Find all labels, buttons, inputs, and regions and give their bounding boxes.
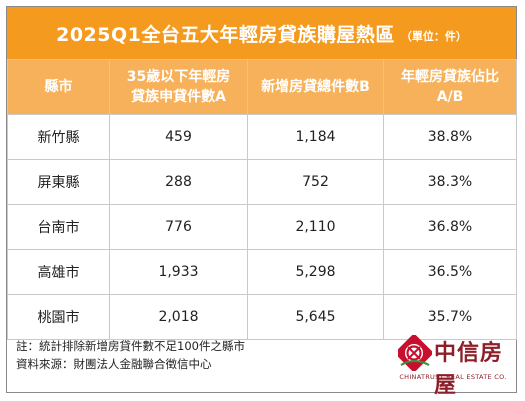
- cell-total-loans: 2,110: [247, 204, 384, 250]
- company-logo: 中信房屋 CHINATRUST REAL ESTATE CO.: [398, 333, 508, 398]
- footnotes: 註：統計排除新增房貸件數不足100件之縣市 資料來源：財團法人金融聯合徵信中心: [16, 337, 245, 373]
- cell-young-loans: 776: [109, 204, 248, 250]
- cell-young-loans: 459: [109, 114, 248, 160]
- header-total-loans: 新增房貸總件數B: [247, 59, 384, 115]
- header-row: 縣市 35歲以下年輕房 貸族申貸件數A 新增房貸總件數B 年輕房貸族佔比 A/B: [7, 59, 517, 115]
- table-row: 桃園市 2,018 5,645 35.7%: [7, 294, 517, 340]
- cell-total-loans: 1,184: [247, 114, 384, 160]
- cell-ratio: 35.7%: [383, 294, 517, 340]
- title-bar: 2025Q1全台五大年輕房貸族購屋熱區 （單位：件）: [7, 7, 516, 59]
- table-row: 高雄市 1,933 5,298 36.5%: [7, 249, 517, 295]
- exclusion-note: 註：統計排除新增房貸件數不足100件之縣市: [16, 339, 245, 353]
- cell-total-loans: 752: [247, 159, 384, 205]
- cell-county: 屏東縣: [7, 159, 110, 205]
- table-row: 台南市 776 2,110 36.8%: [7, 204, 517, 250]
- table-row: 新竹縣 459 1,184 38.8%: [7, 114, 517, 160]
- cell-ratio: 36.5%: [383, 249, 517, 295]
- data-table: 縣市 35歲以下年輕房 貸族申貸件數A 新增房貸總件數B 年輕房貸族佔比 A/B…: [7, 59, 517, 340]
- header-young-loans: 35歲以下年輕房 貸族申貸件數A: [109, 59, 248, 115]
- cell-young-loans: 288: [109, 159, 248, 205]
- table-row: 屏東縣 288 752 38.3%: [7, 159, 517, 205]
- cell-county: 桃園市: [7, 294, 110, 340]
- page-title: 2025Q1全台五大年輕房貸族購屋熱區: [56, 23, 395, 46]
- cell-county: 台南市: [7, 204, 110, 250]
- chinatrust-logo-icon: [398, 335, 432, 371]
- cell-total-loans: 5,298: [247, 249, 384, 295]
- cell-young-loans: 2,018: [109, 294, 248, 340]
- cell-ratio: 38.3%: [383, 159, 517, 205]
- cell-ratio: 38.8%: [383, 114, 517, 160]
- logo-subtitle: CHINATRUST REAL ESTATE CO.: [399, 373, 507, 381]
- logo-name: 中信房屋: [434, 341, 504, 398]
- cell-total-loans: 5,645: [247, 294, 384, 340]
- cell-ratio: 36.8%: [383, 204, 517, 250]
- header-ratio: 年輕房貸族佔比 A/B: [383, 59, 517, 115]
- cell-young-loans: 1,933: [109, 249, 248, 295]
- cell-county: 高雄市: [7, 249, 110, 295]
- cell-county: 新竹縣: [7, 114, 110, 160]
- data-source: 資料來源：財團法人金融聯合徵信中心: [16, 357, 212, 371]
- header-county: 縣市: [7, 59, 110, 115]
- unit-label: （單位：件）: [400, 30, 467, 43]
- table-frame: [6, 6, 517, 393]
